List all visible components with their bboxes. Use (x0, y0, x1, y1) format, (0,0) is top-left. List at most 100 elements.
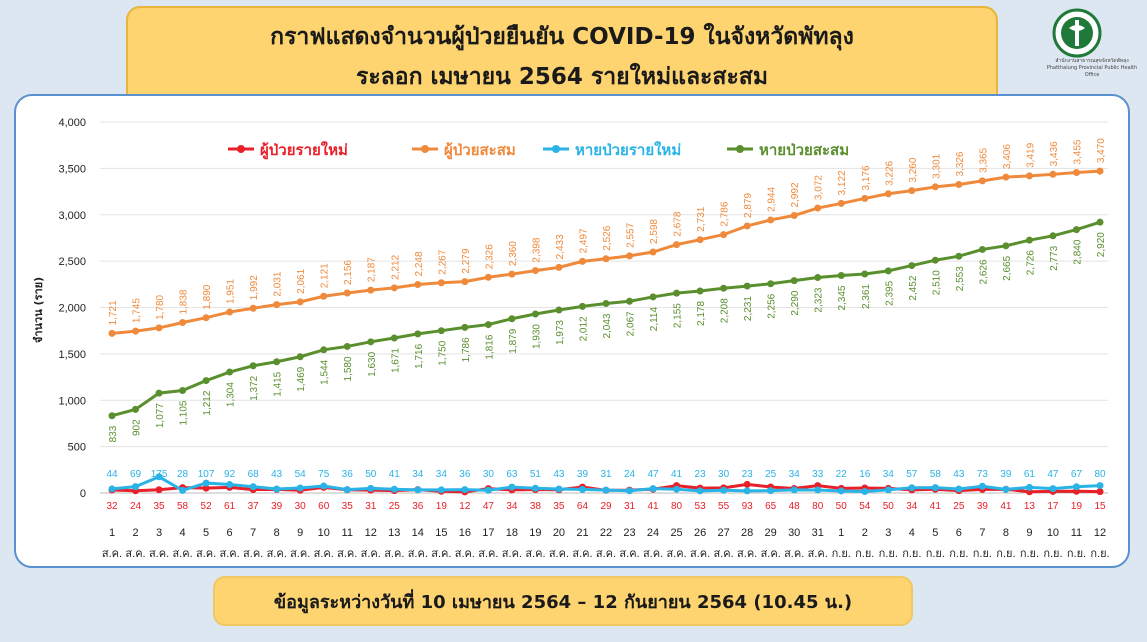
data-point (1049, 485, 1057, 493)
data-label: 35 (153, 501, 165, 512)
data-point (320, 346, 328, 354)
data-point (437, 486, 445, 494)
x-tick-day: 7 (979, 527, 985, 539)
x-tick-month: ส.ค. (808, 548, 828, 560)
data-point (390, 284, 398, 292)
data-point (202, 479, 210, 487)
x-tick-day: 2 (132, 527, 138, 539)
data-point (1072, 226, 1080, 234)
data-point (884, 190, 892, 198)
y-axis-ticks: 0 500 1,000 1,500 2,000 2,500 3,000 3,500 4,000 (58, 117, 86, 500)
data-label: 1,077 (155, 403, 166, 428)
data-label: 2,012 (578, 316, 589, 341)
x-tick-month: ก.ย. (1043, 548, 1062, 560)
data-point (461, 278, 469, 286)
legend-label: หายป่วยสะสม (759, 141, 849, 159)
data-point (484, 321, 492, 329)
data-label: 34 (906, 501, 918, 512)
x-tick-month: ส.ค. (643, 548, 663, 560)
data-label: 23 (695, 469, 707, 480)
data-label: 3,176 (861, 165, 872, 190)
y-tick-label: 2,000 (58, 303, 86, 315)
data-label: 2,557 (626, 222, 637, 247)
legend-swatch-marker (736, 145, 744, 153)
data-label: 2,433 (555, 234, 566, 259)
data-label: 2,345 (837, 285, 848, 310)
data-label: 12 (459, 501, 471, 512)
data-point (861, 270, 869, 278)
data-point (720, 284, 728, 292)
data-label: 35 (342, 501, 354, 512)
data-point (414, 330, 422, 338)
data-point (461, 323, 469, 331)
x-tick-month: ส.ค. (149, 548, 169, 560)
data-point (649, 248, 657, 256)
data-label: 2,726 (1025, 250, 1036, 275)
data-point (626, 252, 634, 260)
x-tick-month: ก.ย. (1067, 548, 1086, 560)
data-point (343, 289, 351, 297)
y-tick-label: 4,000 (58, 117, 86, 129)
data-point (908, 262, 916, 270)
data-point (296, 298, 304, 306)
x-tick-day: 13 (388, 527, 400, 539)
x-tick-day: 5 (932, 527, 938, 539)
data-point (696, 287, 704, 295)
data-label: 2,323 (814, 287, 825, 312)
data-label: 1,630 (367, 351, 378, 376)
x-tick-day: 24 (647, 527, 659, 539)
x-tick-day: 9 (1026, 527, 1032, 539)
data-label: 54 (859, 501, 871, 512)
data-point (108, 329, 116, 337)
data-point (1072, 169, 1080, 177)
data-point (249, 483, 257, 491)
data-point (931, 484, 939, 492)
data-label: 1,716 (414, 343, 425, 368)
data-label: 39 (577, 469, 589, 480)
data-label: 30 (295, 501, 307, 512)
data-label: 44 (106, 469, 118, 480)
data-label: 93 (742, 501, 754, 512)
data-point (837, 487, 845, 495)
data-point (978, 177, 986, 185)
x-tick-day: 1 (109, 527, 115, 539)
data-point (367, 338, 375, 346)
data-label: 2,279 (461, 248, 472, 273)
y-tick-label: 2,500 (58, 256, 86, 268)
data-point (955, 252, 963, 260)
data-label: 2,395 (884, 280, 895, 305)
data-point (226, 308, 234, 316)
data-point (414, 486, 422, 494)
data-label: 33 (812, 469, 824, 480)
data-label: 2,626 (978, 259, 989, 284)
data-point (626, 487, 634, 495)
data-label: 3,436 (1049, 141, 1060, 166)
data-point (273, 358, 281, 366)
data-point (602, 255, 610, 263)
x-tick-month: ก.ย. (996, 548, 1015, 560)
data-label: 25 (765, 469, 777, 480)
data-label: 107 (198, 469, 215, 480)
x-tick-month: ส.ค. (384, 548, 404, 560)
data-label: 2,212 (390, 254, 401, 279)
data-label: 80 (1094, 469, 1106, 480)
x-tick-month: ส.ค. (125, 548, 145, 560)
x-tick-day: 1 (838, 527, 844, 539)
data-label: 68 (248, 469, 260, 480)
data-label: 54 (295, 469, 307, 480)
data-label: 1,780 (155, 294, 166, 319)
data-point (696, 487, 704, 495)
series-lines (108, 167, 1104, 496)
x-tick-day: 21 (576, 527, 588, 539)
y-tick-label: 3,500 (58, 163, 86, 175)
data-point (390, 485, 398, 493)
data-point (320, 292, 328, 300)
x-tick-month: ก.ย. (973, 548, 992, 560)
data-point (602, 300, 610, 308)
data-label: 34 (436, 469, 448, 480)
data-point (1002, 242, 1010, 250)
x-tick-month: ส.ค. (502, 548, 522, 560)
data-point (461, 486, 469, 494)
data-label: 2,920 (1096, 232, 1107, 257)
data-point (602, 486, 610, 494)
